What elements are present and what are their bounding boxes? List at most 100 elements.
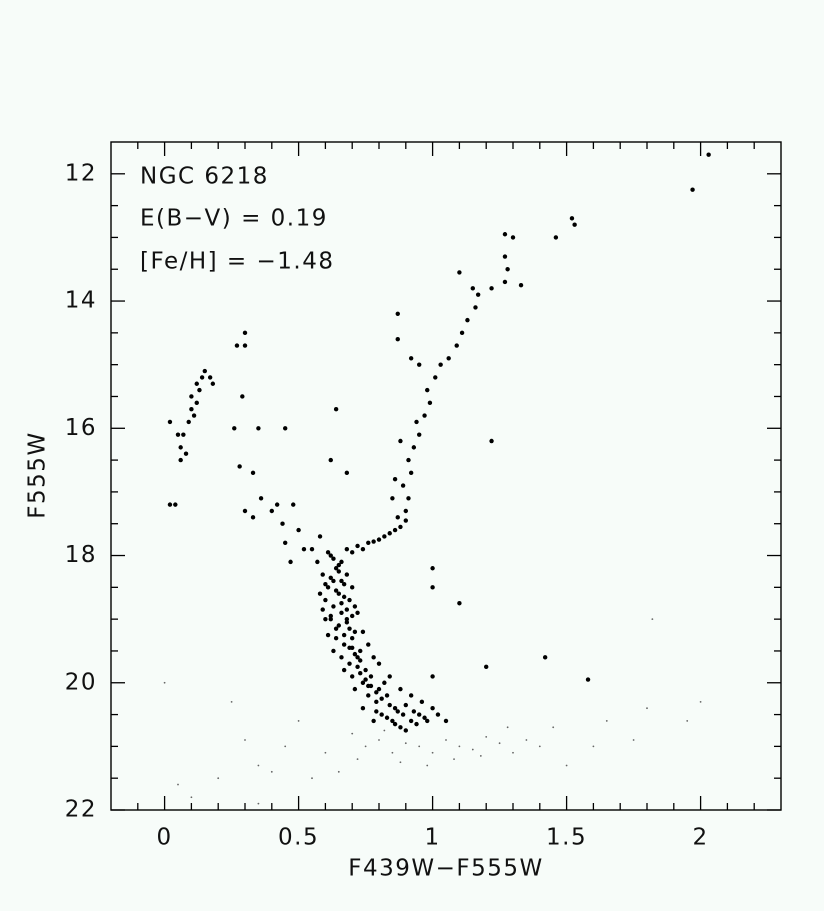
data-point [358,648,363,654]
data-point [387,531,392,536]
data-point [417,362,422,367]
data-point [395,337,400,342]
data-point [518,282,524,288]
data-point [699,700,702,703]
data-point [379,712,384,717]
data-point [258,496,264,501]
data-point [242,330,248,336]
annotation: NGC 6218 [140,164,269,190]
data-point [398,438,403,444]
data-point [376,537,382,542]
data-point [366,693,371,698]
x-tick-label: 0 [157,825,173,851]
data-point [390,496,395,501]
data-point [454,343,459,348]
data-point [333,566,339,571]
data-point [374,709,379,714]
data-point [350,613,355,619]
data-point [352,604,358,609]
data-point [355,655,360,660]
data-point [237,464,242,469]
data-point [690,187,695,192]
data-point [325,550,331,555]
data-point [331,604,336,609]
data-point [552,726,555,729]
data-point [325,632,331,638]
data-point [315,559,320,565]
data-point [414,419,419,425]
data-point [355,664,360,670]
data-point [411,445,417,450]
data-point [194,400,199,406]
data-point [333,407,339,412]
data-point [339,655,344,660]
data-point [284,745,287,748]
data-point [270,770,273,773]
data-point [291,502,296,507]
data-point [177,783,179,786]
data-point [256,426,261,431]
data-point [250,515,256,520]
data-point [384,693,390,698]
data-point [646,707,648,710]
data-point [341,642,347,647]
data-point [199,375,205,380]
data-point [430,585,435,590]
data-point [190,796,193,799]
data-point [358,658,363,663]
data-point [431,751,434,754]
data-point [350,645,355,650]
data-point [320,607,325,612]
data-point [512,751,514,754]
data-point [356,758,359,761]
data-point [207,375,213,380]
data-point [459,330,465,336]
data-point [473,305,478,310]
data-point [183,451,189,456]
data-point [395,709,400,714]
data-point [506,726,509,729]
data-point [565,764,568,767]
data-point [408,470,414,476]
data-point [371,539,376,544]
data-point [333,636,339,641]
y-tick-label: 20 [65,669,97,695]
data-point [387,674,392,679]
data-point [433,375,438,380]
data-point [374,699,379,705]
data-point [418,745,421,748]
data-point [366,540,371,545]
data-point [339,601,344,606]
data-point [376,686,382,692]
data-point [585,677,591,682]
data-point [400,483,406,488]
data-point [457,601,462,606]
data-point [347,661,352,666]
data-point [178,445,183,450]
y-tick-label: 14 [65,288,97,314]
data-point [339,578,344,584]
data-point [344,572,350,577]
data-point [341,667,347,673]
data-point [453,758,455,761]
data-point [422,413,427,418]
data-point [244,739,246,741]
data-point [328,553,333,558]
x-tick-label: 1 [425,825,441,851]
data-point [458,745,461,748]
data-point [384,715,390,720]
data-point [242,508,248,514]
data-point [323,597,328,603]
data-point [419,699,425,705]
data-point [339,559,344,565]
data-point [363,677,368,682]
data-point [403,702,408,708]
data-point [350,674,355,679]
data-point [331,648,336,654]
data-point [328,616,333,622]
data-point [489,438,494,444]
data-point [336,569,341,574]
data-point [390,718,395,724]
